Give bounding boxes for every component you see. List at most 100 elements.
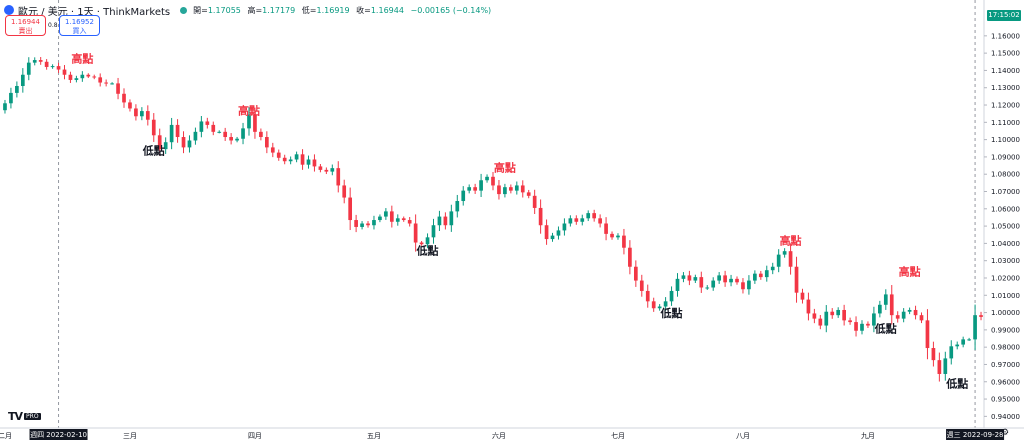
candle[interactable] bbox=[306, 155, 311, 169]
candle-body[interactable] bbox=[157, 135, 162, 150]
candle[interactable] bbox=[723, 270, 727, 287]
candle[interactable] bbox=[675, 273, 680, 297]
chart-title[interactable]: 歐元 / 美元 · 1天 · ThinkMarkets bbox=[18, 6, 171, 18]
candle[interactable] bbox=[62, 65, 67, 80]
candle[interactable] bbox=[574, 215, 579, 225]
candle[interactable] bbox=[568, 215, 573, 227]
candle-body[interactable] bbox=[878, 304, 882, 314]
candle-body[interactable] bbox=[419, 242, 424, 245]
candle-body[interactable] bbox=[568, 218, 573, 224]
candle[interactable] bbox=[943, 351, 948, 381]
candle-body[interactable] bbox=[663, 301, 668, 307]
candle[interactable] bbox=[199, 116, 204, 138]
candle[interactable] bbox=[372, 215, 376, 230]
candle-body[interactable] bbox=[764, 270, 769, 278]
candle[interactable] bbox=[122, 88, 126, 108]
candle-body[interactable] bbox=[366, 223, 370, 226]
candle[interactable] bbox=[312, 154, 317, 172]
candle[interactable] bbox=[824, 305, 829, 333]
candle[interactable] bbox=[145, 105, 150, 126]
candle-body[interactable] bbox=[306, 159, 311, 165]
candle-body[interactable] bbox=[526, 192, 531, 196]
candle-body[interactable] bbox=[675, 278, 680, 291]
candle-body[interactable] bbox=[360, 223, 364, 227]
candle[interactable] bbox=[669, 286, 674, 306]
candle[interactable] bbox=[961, 336, 966, 348]
candle-body[interactable] bbox=[848, 320, 852, 323]
candle[interactable] bbox=[806, 292, 811, 321]
candle[interactable] bbox=[883, 289, 888, 310]
candle-body[interactable] bbox=[800, 292, 805, 300]
candle-body[interactable] bbox=[20, 74, 25, 86]
candle-body[interactable] bbox=[735, 278, 739, 283]
candle-body[interactable] bbox=[62, 69, 67, 75]
candle[interactable] bbox=[223, 127, 228, 141]
candle[interactable] bbox=[907, 307, 912, 315]
candle-body[interactable] bbox=[145, 111, 150, 120]
candle-body[interactable] bbox=[758, 273, 763, 278]
candle-body[interactable] bbox=[3, 103, 7, 111]
candle-body[interactable] bbox=[235, 138, 239, 141]
candle[interactable] bbox=[467, 184, 472, 194]
candle[interactable] bbox=[651, 297, 656, 312]
candle-body[interactable] bbox=[842, 309, 846, 321]
time-axis[interactable]: 二月 三月 四月 五月 六月 七月 八月 九月 週四 2022-02-10 週三 2022-09-… bbox=[0, 427, 1024, 440]
candle-body[interactable] bbox=[729, 278, 733, 283]
candle[interactable] bbox=[818, 314, 823, 330]
candle[interactable] bbox=[241, 122, 245, 145]
candle-body[interactable] bbox=[116, 83, 120, 94]
candle[interactable] bbox=[842, 304, 846, 326]
candle[interactable] bbox=[151, 113, 156, 142]
candle[interactable] bbox=[116, 77, 120, 100]
candle[interactable] bbox=[288, 156, 293, 165]
candle-body[interactable] bbox=[818, 318, 823, 326]
candle[interactable] bbox=[937, 352, 942, 382]
candle[interactable] bbox=[550, 232, 555, 242]
candle-body[interactable] bbox=[163, 142, 168, 150]
candle-body[interactable] bbox=[74, 78, 79, 80]
candle-body[interactable] bbox=[425, 237, 430, 245]
candle-body[interactable] bbox=[520, 185, 525, 193]
candle-body[interactable] bbox=[354, 220, 358, 227]
candle[interactable] bbox=[616, 233, 620, 240]
candle-body[interactable] bbox=[56, 66, 61, 70]
candle[interactable] bbox=[741, 278, 745, 294]
candle[interactable] bbox=[711, 277, 716, 291]
candle[interactable] bbox=[140, 107, 144, 121]
candle[interactable] bbox=[860, 320, 864, 335]
candle[interactable] bbox=[878, 300, 882, 318]
candle-body[interactable] bbox=[979, 315, 983, 317]
candle[interactable] bbox=[639, 274, 644, 297]
candle[interactable] bbox=[812, 308, 817, 324]
candle[interactable] bbox=[336, 161, 341, 193]
candle-body[interactable] bbox=[264, 137, 269, 148]
candle-body[interactable] bbox=[485, 176, 489, 181]
candle-body[interactable] bbox=[949, 346, 954, 359]
candle-body[interactable] bbox=[616, 235, 620, 238]
candle[interactable] bbox=[259, 128, 263, 141]
candle-body[interactable] bbox=[961, 339, 966, 345]
candle-body[interactable] bbox=[598, 218, 602, 224]
candle-body[interactable] bbox=[681, 275, 686, 279]
candle-body[interactable] bbox=[622, 235, 626, 248]
candle[interactable] bbox=[300, 149, 305, 170]
candle[interactable] bbox=[354, 214, 358, 233]
candle[interactable] bbox=[753, 270, 757, 284]
candle-body[interactable] bbox=[925, 320, 930, 349]
candle[interactable] bbox=[562, 218, 567, 236]
candle-body[interactable] bbox=[223, 131, 228, 138]
candle-body[interactable] bbox=[449, 211, 454, 226]
candle[interactable] bbox=[604, 217, 608, 241]
candle-body[interactable] bbox=[687, 275, 692, 281]
candle[interactable] bbox=[74, 75, 79, 83]
candle-body[interactable] bbox=[503, 187, 507, 195]
candle[interactable] bbox=[157, 128, 162, 156]
candle-body[interactable] bbox=[187, 140, 192, 148]
candle-body[interactable] bbox=[514, 185, 519, 191]
candle-body[interactable] bbox=[276, 152, 281, 158]
candle-body[interactable] bbox=[574, 218, 579, 222]
candle-body[interactable] bbox=[110, 83, 114, 85]
candle[interactable] bbox=[848, 317, 852, 325]
buy-button[interactable]: 1.16952 買入 bbox=[59, 15, 100, 36]
candle-body[interactable] bbox=[253, 114, 257, 132]
